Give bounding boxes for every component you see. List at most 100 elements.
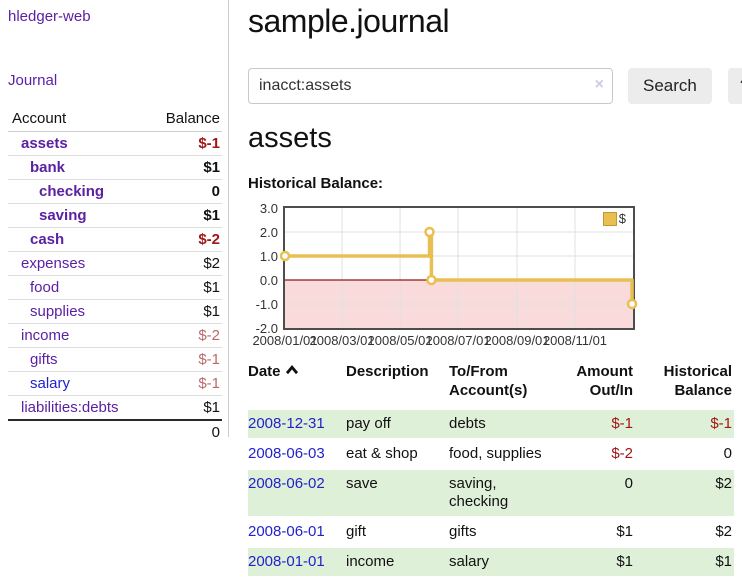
- account-row: gifts $-1: [8, 347, 222, 372]
- chart-plot-area: $: [279, 206, 638, 330]
- account-balance: $-1: [147, 371, 222, 396]
- register-header-balance: Historical Balance: [663, 363, 732, 399]
- x-axis-label: 2008/11/01: [542, 333, 608, 348]
- account-row: assets $-1: [8, 132, 222, 156]
- transaction-balance: $2: [715, 523, 732, 540]
- transaction-date-cell: 2008-12-31: [248, 409, 346, 439]
- y-axis-label: 3.0: [259, 201, 278, 216]
- y-axis-label: 2.0: [259, 225, 278, 240]
- transaction-date-link[interactable]: 2008-06-03: [248, 445, 325, 462]
- account-link[interactable]: bank: [30, 159, 66, 176]
- search-form: × Search ?: [248, 68, 742, 104]
- account-balance: $1: [147, 299, 222, 324]
- account-balance: $1: [147, 203, 222, 228]
- account-link[interactable]: assets: [21, 135, 68, 152]
- transaction-balance: $1: [715, 553, 732, 570]
- transaction-date-link[interactable]: 2008-12-31: [248, 415, 325, 432]
- account-row: salary $-1: [8, 371, 222, 396]
- register-header-amount: Amount Out/In: [576, 363, 633, 399]
- chart-title: Historical Balance:: [248, 175, 384, 192]
- account-balance: $-2: [147, 323, 222, 348]
- chart-svg: [279, 208, 638, 328]
- transaction-description: save: [346, 475, 378, 492]
- account-row: bank $1: [8, 155, 222, 180]
- account-link[interactable]: liabilities:debts: [21, 399, 119, 416]
- transaction-date-link[interactable]: 2008-06-02: [248, 475, 325, 492]
- register-table: Date Description To/From Account(s) Amou…: [248, 362, 734, 576]
- x-axis-label: 2008/05/01: [367, 333, 433, 348]
- sort-asc-icon[interactable]: [285, 365, 299, 375]
- transaction-description: pay off: [346, 415, 391, 432]
- clear-search-icon[interactable]: ×: [594, 76, 604, 93]
- accounts-total-row: 0: [8, 419, 222, 444]
- help-button[interactable]: ?: [727, 68, 742, 104]
- y-axis-label: -1.0: [255, 297, 278, 312]
- account-link[interactable]: supplies: [30, 303, 86, 320]
- transaction-accounts: gifts: [449, 523, 477, 540]
- account-link[interactable]: expenses: [21, 255, 86, 272]
- account-balance: $-2: [147, 227, 222, 252]
- accounts-header-balance: Balance: [147, 107, 222, 132]
- y-axis-label: 1.0: [259, 249, 278, 264]
- account-balance: $1: [147, 395, 222, 420]
- account-balance: $1: [147, 155, 222, 180]
- main-content: sample.journal × Search ? assets Histori…: [248, 0, 742, 576]
- transaction-accounts: debts: [449, 415, 486, 432]
- register-row: 2008-06-01 gift gifts $1 $2: [248, 517, 734, 547]
- accounts-header-account: Account: [8, 107, 148, 132]
- accounts-total-balance: 0: [147, 419, 222, 444]
- chart-x-labels: 2008/01/01 2008/03/01 2008/05/01 2008/07/01…: [248, 333, 688, 349]
- legend-swatch-icon: [602, 211, 617, 226]
- x-axis-label: 2008/01/01: [252, 333, 318, 348]
- account-link[interactable]: checking: [39, 183, 105, 200]
- transaction-date-cell: 2008-06-01: [248, 517, 346, 547]
- account-link[interactable]: salary: [30, 375, 71, 392]
- y-axis-label: 0.0: [259, 273, 278, 288]
- transaction-date-link[interactable]: 2008-01-01: [248, 553, 325, 570]
- register-header-date[interactable]: Date: [248, 362, 346, 409]
- account-row: supplies $1: [8, 299, 222, 324]
- account-link[interactable]: food: [30, 279, 60, 296]
- accounts-body: assets $-1 bank $1 checking 0 saving $1 cash $-2 e…: [8, 132, 222, 420]
- account-row: expenses $2: [8, 251, 222, 276]
- transaction-accounts: salary: [449, 553, 490, 570]
- register-header-row: Date Description To/From Account(s) Amou…: [248, 362, 734, 409]
- search-input[interactable]: [248, 68, 613, 104]
- account-link[interactable]: income: [21, 327, 70, 344]
- account-row: cash $-2: [8, 227, 222, 252]
- account-row: income $-2: [8, 323, 222, 348]
- transaction-date-cell: 2008-01-01: [248, 547, 346, 576]
- sidebar: hledger-web Journal Account Balance asse…: [0, 0, 229, 444]
- transaction-description: income: [346, 553, 395, 570]
- register-header-description: Description: [346, 363, 429, 380]
- sidebar-item-journal[interactable]: Journal: [8, 72, 58, 89]
- transaction-amount: 0: [624, 475, 633, 492]
- account-balance: 0: [147, 179, 222, 204]
- register-row: 2008-06-02 save saving, checking 0 $2: [248, 469, 734, 517]
- historical-balance-chart: 3.0 2.0 1.0 0.0 -1.0 -2.0 $ 2008/01/01 2008/03…: [248, 201, 688, 349]
- account-link[interactable]: gifts: [30, 351, 58, 368]
- register-row: 2008-06-03 eat & shop food, supplies $-2 0: [248, 439, 734, 469]
- register-row: 2008-12-31 pay off debts $-1 $-1: [248, 409, 734, 439]
- register-row: 2008-01-01 income salary $1 $1: [248, 547, 734, 576]
- account-balance: $-1: [147, 347, 222, 372]
- transaction-accounts: saving, checking: [449, 475, 509, 510]
- transaction-date-cell: 2008-06-03: [248, 439, 346, 469]
- transaction-accounts: food, supplies: [449, 445, 542, 462]
- app-title-link[interactable]: hledger-web: [8, 8, 91, 25]
- account-row: saving $1: [8, 203, 222, 228]
- transaction-amount: $1: [616, 523, 633, 540]
- legend-label: $: [618, 211, 626, 226]
- transaction-date-cell: 2008-06-02: [248, 469, 346, 517]
- transaction-amount: $-2: [611, 445, 633, 462]
- search-button[interactable]: Search: [628, 68, 712, 104]
- register-header-accounts: To/From Account(s): [449, 363, 528, 399]
- account-link[interactable]: saving: [39, 207, 87, 224]
- account-link[interactable]: cash: [30, 231, 65, 248]
- transaction-date-link[interactable]: 2008-06-01: [248, 523, 325, 540]
- transaction-description: eat & shop: [346, 445, 418, 462]
- accounts-table: Account Balance assets $-1 bank $1 checking 0…: [8, 107, 222, 444]
- page-title: sample.journal: [248, 3, 450, 39]
- x-axis-label: 2008/07/01: [425, 333, 491, 348]
- account-heading: assets: [248, 122, 332, 154]
